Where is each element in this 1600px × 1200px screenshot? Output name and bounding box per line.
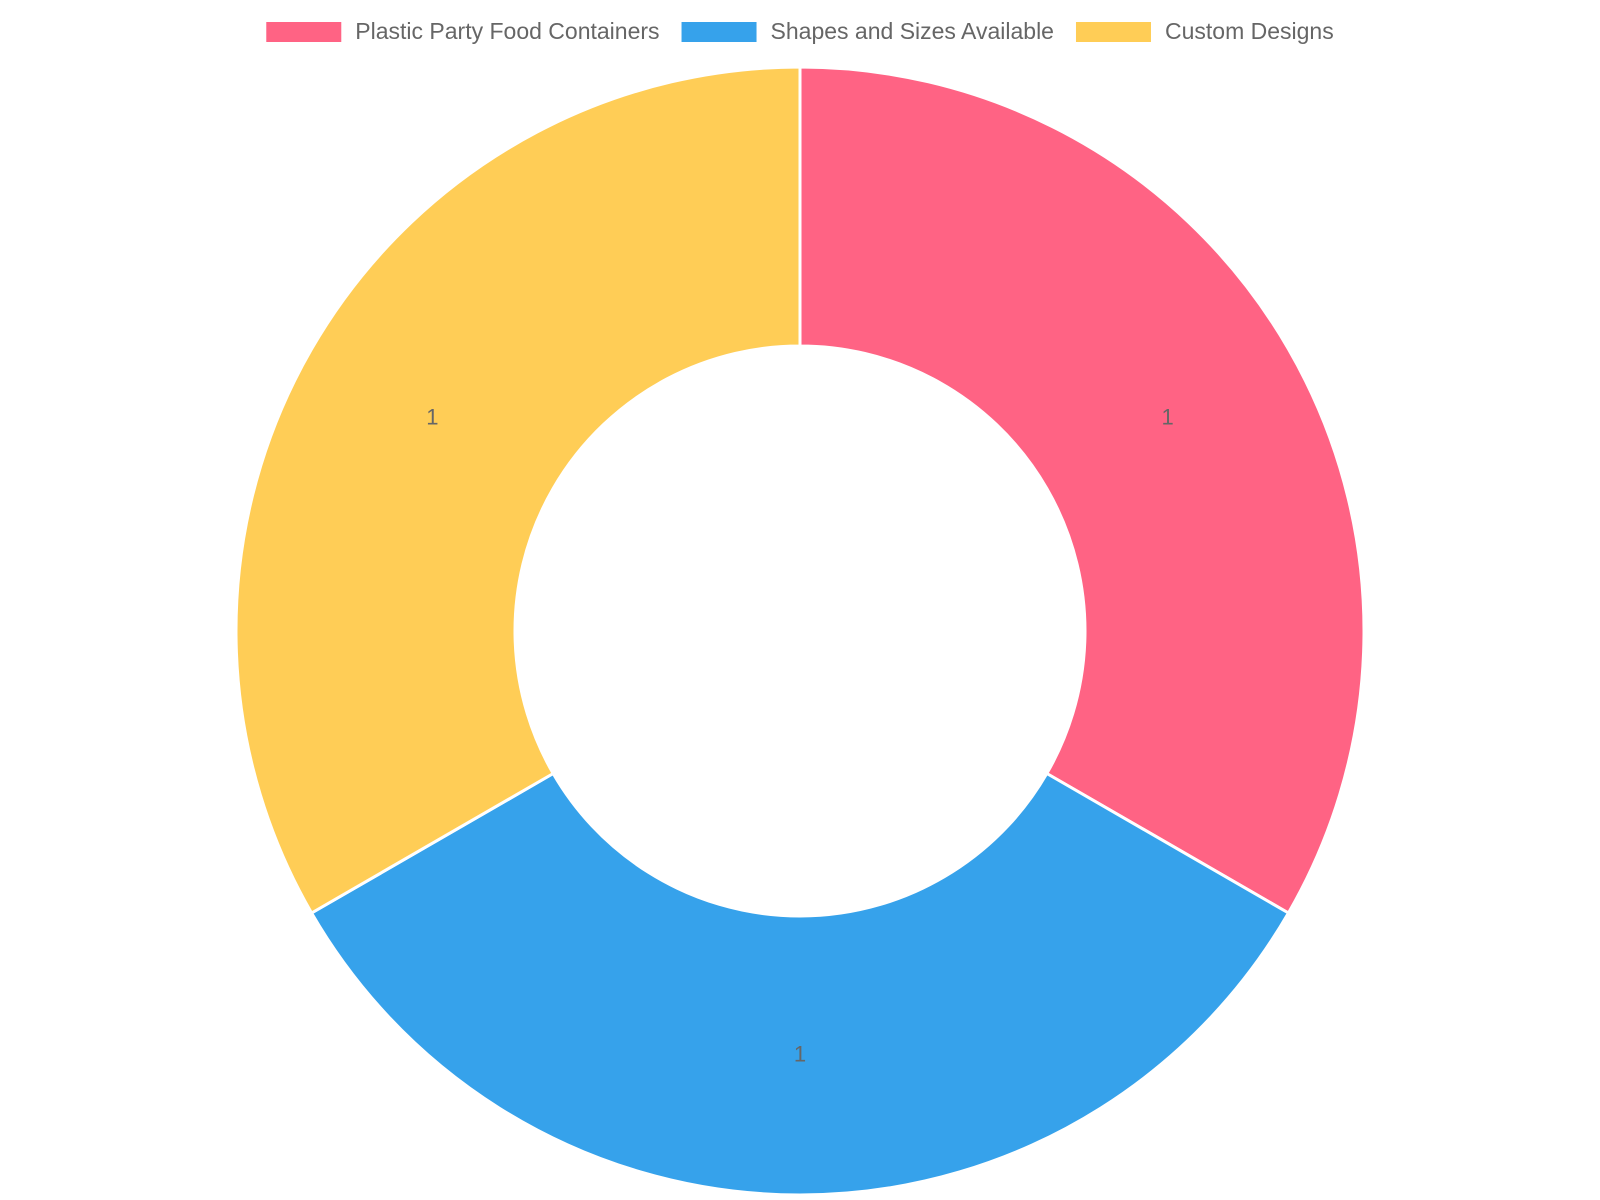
slice <box>798 65 1366 916</box>
legend-item: Custom Designs <box>1075 18 1334 44</box>
legend-swatch <box>266 22 342 42</box>
slice <box>309 771 1291 1197</box>
data-label: 1 <box>426 405 438 430</box>
legend-item: Plastic Party Food Containers <box>266 18 660 44</box>
legend-item: Shapes and Sizes Available <box>681 18 1054 44</box>
slice <box>234 65 802 916</box>
legend-label: Plastic Party Food Containers <box>355 18 659 44</box>
legend-label: Custom Designs <box>1165 18 1334 44</box>
legend-label: Shapes and Sizes Available <box>771 18 1054 44</box>
legend-swatch <box>681 22 757 42</box>
data-label: 1 <box>794 1041 806 1066</box>
data-label: 1 <box>1162 405 1174 430</box>
legend-swatch <box>1075 22 1151 42</box>
